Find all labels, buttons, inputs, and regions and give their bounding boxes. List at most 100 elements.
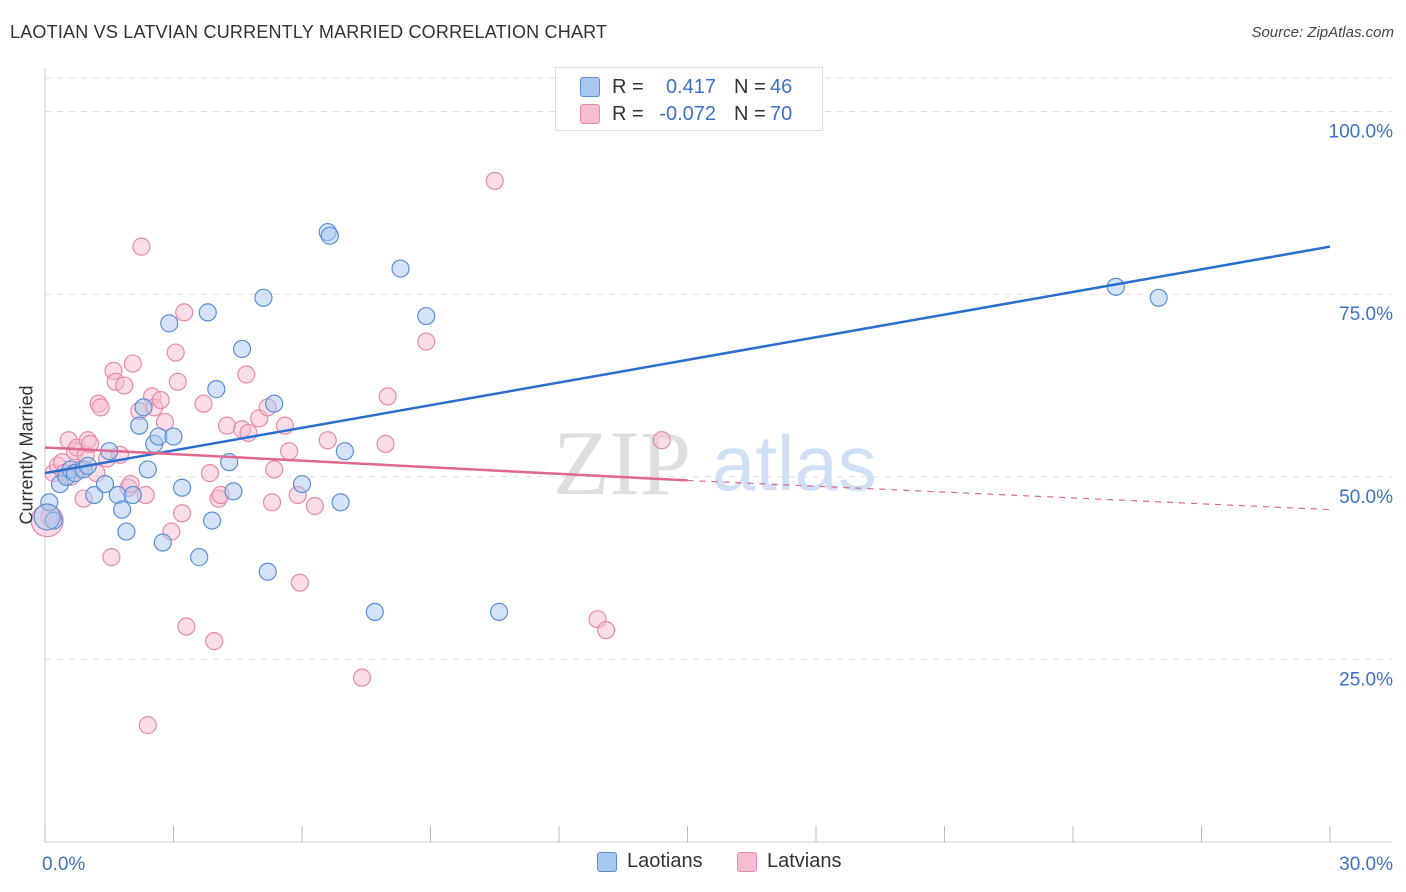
y-tick-label: 75.0% — [1339, 304, 1393, 325]
laotians-point — [138, 460, 157, 479]
bottom-legend-latvians[interactable]: Latvians — [737, 850, 842, 873]
laotians-cluster-point — [33, 503, 61, 531]
r-label: R = — [612, 102, 644, 125]
laotians-point — [40, 493, 59, 512]
latvians-swatch — [580, 104, 600, 124]
latvians-point — [115, 376, 134, 395]
latvians-point — [200, 464, 220, 483]
laotians-point — [1106, 277, 1125, 296]
x-tick-label-max: 30.0% — [1339, 854, 1393, 875]
laotians-point — [254, 288, 273, 307]
n-label: N = — [734, 102, 766, 125]
latvians-trend-line — [44, 446, 688, 482]
latvians-point — [91, 398, 110, 417]
latvians-point — [80, 434, 100, 453]
y-axis-label: Currently Married — [16, 385, 37, 525]
tick-labels: 25.0% 50.0% 75.0% 100.0% 0.0% 30.0% — [42, 122, 1393, 875]
latvians-legend-swatch — [737, 851, 757, 872]
latvians-point — [652, 431, 671, 450]
latvians-legend-label: Latvians — [767, 850, 842, 872]
latvians-point — [151, 390, 170, 410]
laotians-trend-line — [44, 245, 1331, 475]
laotians-legend-label: Laotians — [627, 850, 703, 872]
laotians-point — [95, 474, 115, 494]
latvians-point — [417, 332, 436, 351]
latvians-point — [262, 493, 282, 512]
watermark-atlas: atlas — [712, 419, 877, 507]
laotians-point — [365, 602, 384, 622]
latvians-point — [123, 354, 142, 373]
source-label: Source: ZipAtlas.com — [1251, 24, 1394, 41]
laotians-point — [292, 474, 312, 494]
latvians-point — [352, 668, 372, 687]
latvians-point — [138, 716, 157, 735]
latvians-point — [168, 372, 187, 391]
laotians-point — [265, 394, 284, 413]
latvians-point — [177, 617, 196, 636]
latvians-point — [597, 621, 616, 640]
laotians-point — [335, 442, 354, 461]
laotians-point — [207, 380, 226, 399]
latvians-point — [290, 573, 309, 592]
latvians-point — [378, 387, 397, 406]
laotians-point — [134, 398, 153, 417]
laotians-point — [112, 500, 132, 519]
latvians-point — [237, 365, 256, 384]
legend-row-latvians: R = -0.072 N = 70 — [580, 99, 792, 129]
latvians-point — [172, 504, 192, 523]
latvians-point — [175, 303, 194, 322]
laotians-point — [198, 303, 217, 322]
bottom-legend-laotians[interactable]: Laotians — [597, 850, 703, 873]
laotians-r-value: 0.417 — [665, 75, 716, 98]
trend-lines — [44, 245, 1331, 511]
laotians-point — [1149, 288, 1168, 307]
laotians-point — [391, 259, 410, 278]
legend-row-laotians: R = 0.417 N = 46 — [580, 72, 792, 102]
laotians-point — [224, 482, 243, 501]
latvians-n-value: 70 — [770, 102, 793, 125]
laotians-legend-swatch — [597, 851, 617, 872]
stats-legend: R = 0.417 N = 46 R = -0.072 N = 70 — [555, 67, 823, 131]
x-tick-label-min: 0.0% — [42, 854, 85, 875]
laotians-point — [417, 306, 436, 326]
laotians-point — [320, 226, 339, 245]
laotians-point — [117, 522, 136, 541]
laotians-point — [489, 602, 509, 622]
latvians-point — [305, 496, 324, 516]
laotians-point — [172, 478, 192, 497]
laotians-point — [331, 493, 350, 512]
latvians-point — [102, 548, 121, 567]
laotians-point — [190, 548, 209, 567]
laotians-points — [33, 222, 1168, 622]
y-tick-label: 50.0% — [1339, 487, 1393, 508]
latvians-point — [485, 171, 504, 191]
laotians-point — [164, 427, 183, 446]
y-tick-label: 25.0% — [1339, 669, 1393, 690]
latvians-point — [318, 431, 337, 450]
r-label: R = — [612, 75, 644, 98]
watermark-layer: ZIP atlas — [553, 412, 877, 514]
latvians-point — [194, 394, 213, 413]
watermark-zip: ZIP — [553, 412, 691, 514]
laotians-point — [123, 485, 142, 505]
laotians-point — [232, 339, 252, 359]
laotians-point — [153, 533, 172, 552]
latvians-point — [376, 434, 395, 453]
laotians-point — [160, 314, 179, 333]
latvians-point — [205, 632, 224, 651]
laotians-point — [130, 416, 149, 435]
latvians-point — [217, 416, 237, 435]
axis-layer — [44, 68, 1392, 843]
y-tick-label: 100.0% — [1329, 122, 1394, 143]
n-label: N = — [734, 75, 766, 98]
latvians-point — [132, 237, 151, 256]
latvians-r-value: -0.072 — [659, 102, 716, 125]
laotians-point — [258, 562, 277, 581]
latvians-point — [265, 460, 284, 479]
chart-title: LAOTIAN VS LATVIAN CURRENTLY MARRIED COR… — [10, 22, 608, 42]
latvians-point — [280, 442, 299, 461]
latvians-point — [166, 343, 185, 362]
laotians-point — [85, 485, 104, 505]
laotians-point — [202, 511, 222, 530]
